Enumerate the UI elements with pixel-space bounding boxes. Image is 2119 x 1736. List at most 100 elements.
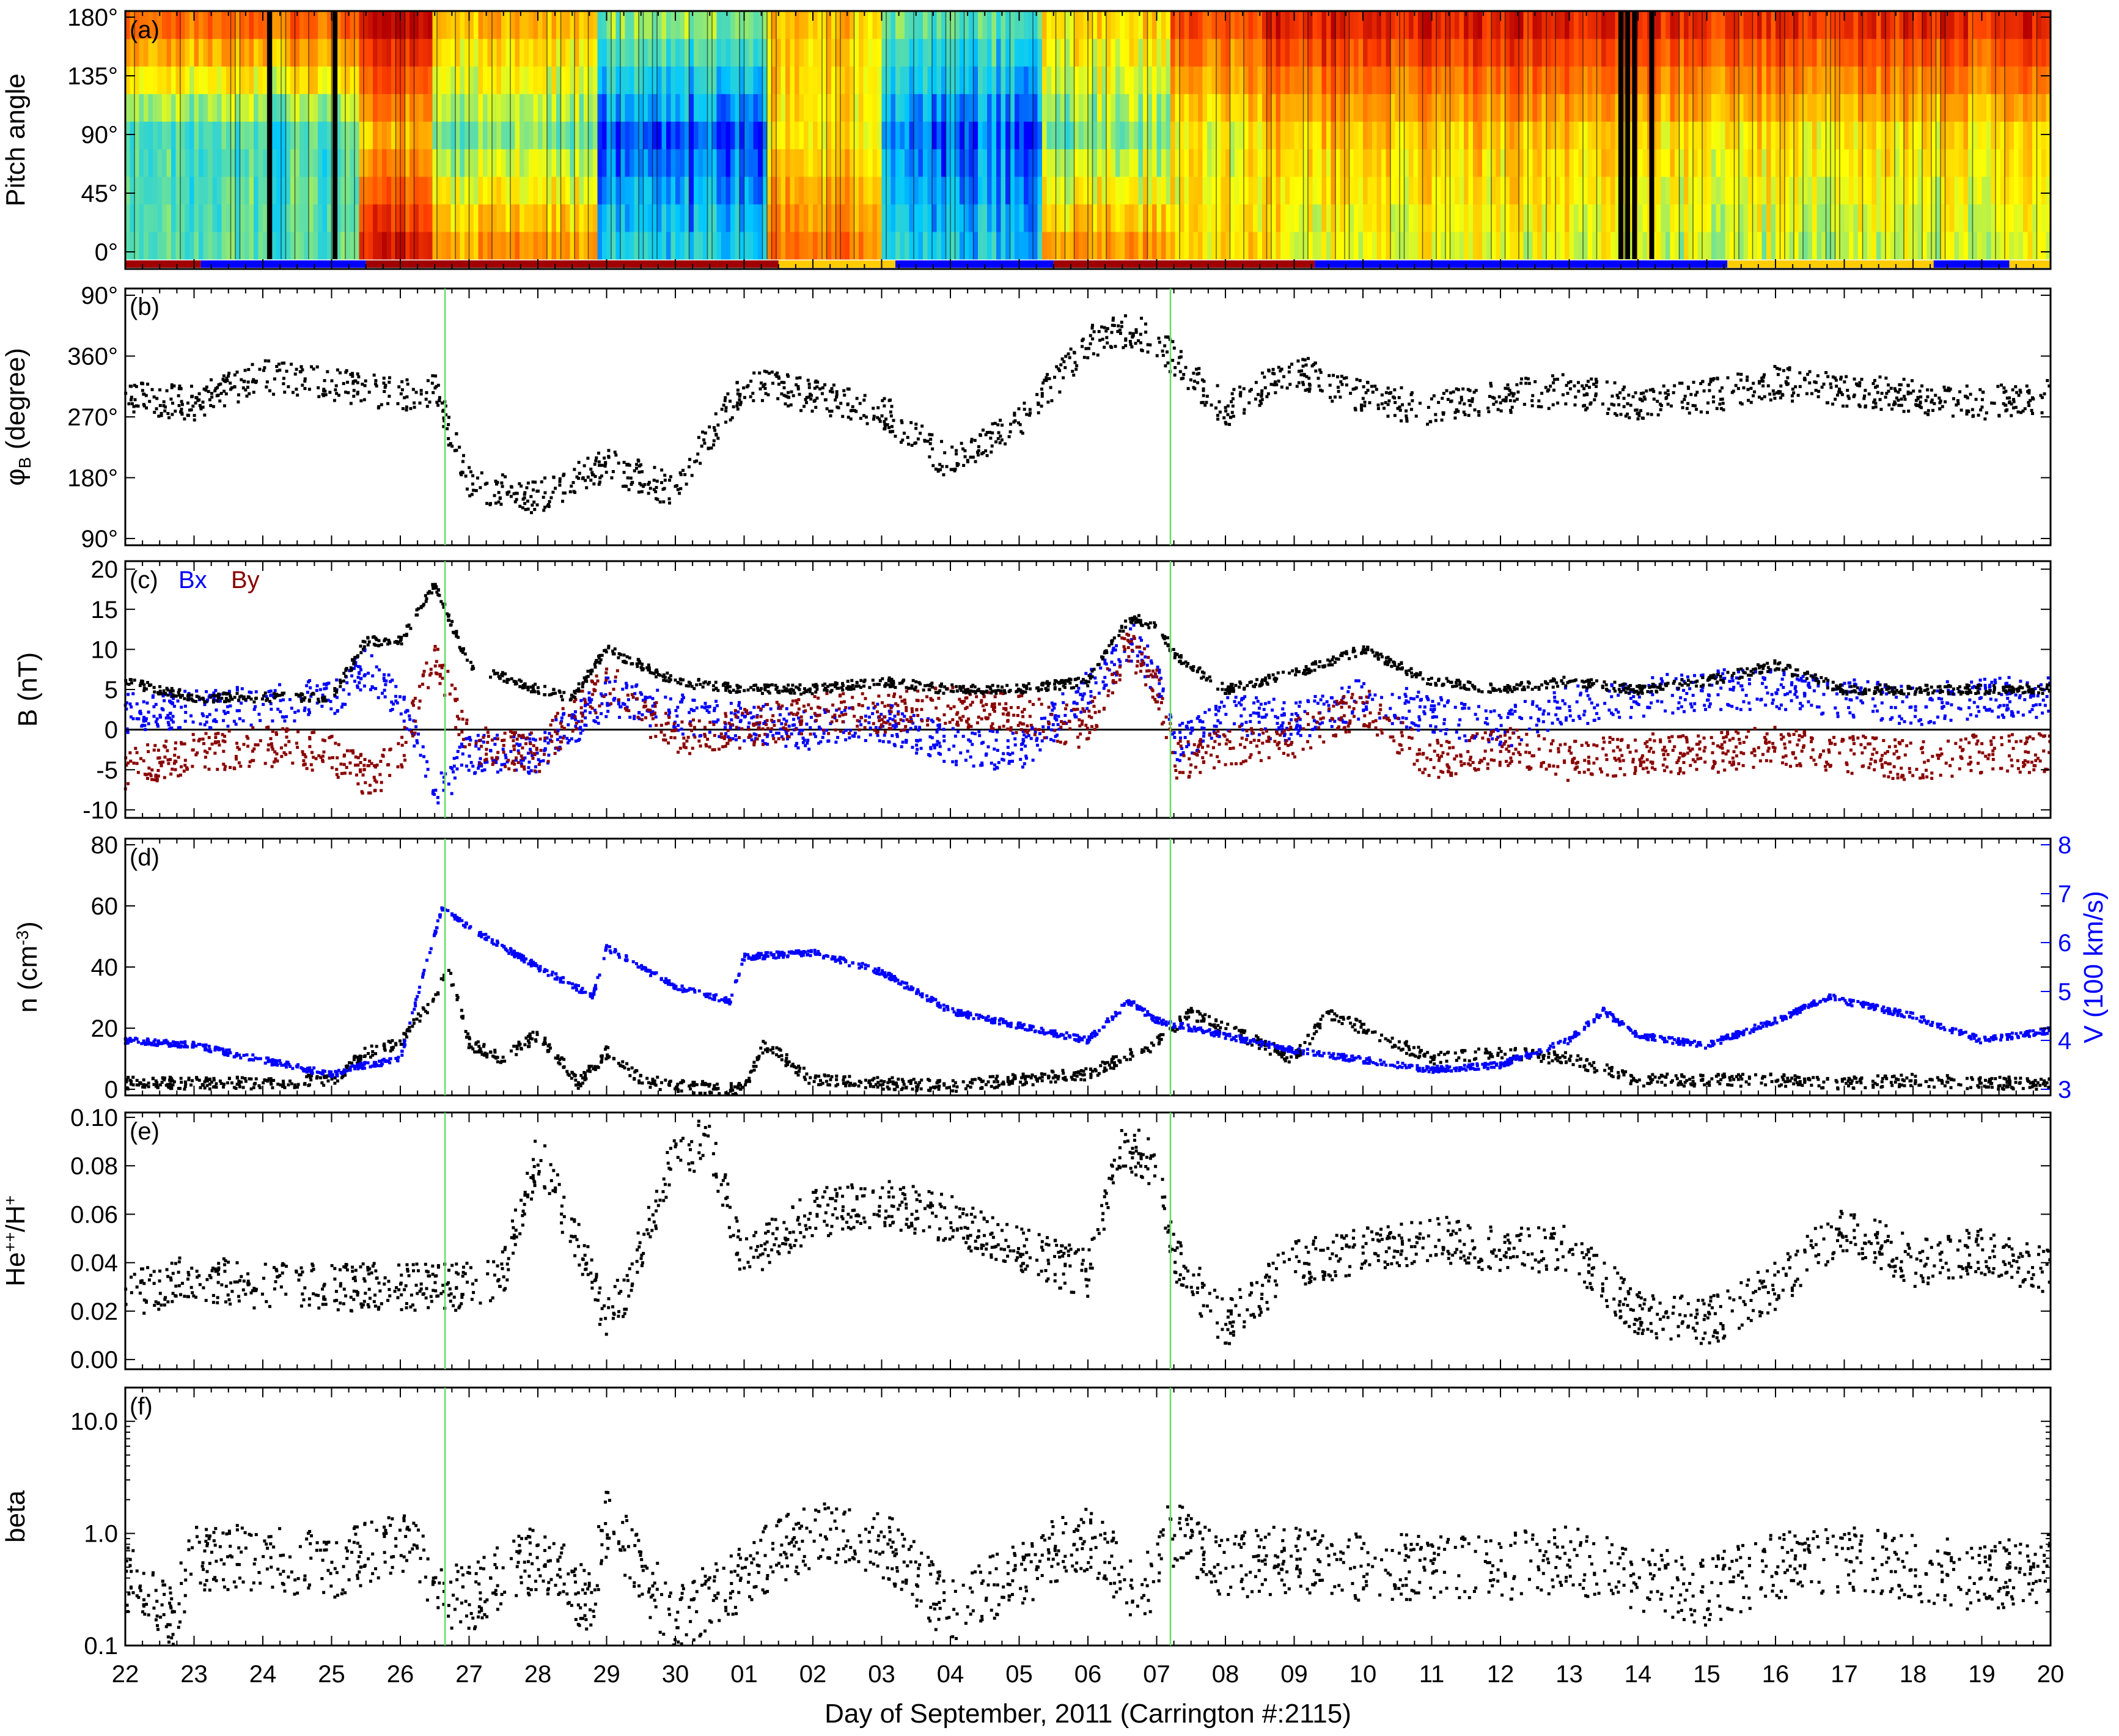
heatmap-cell [368,204,373,232]
heatmap-cell [1010,149,1015,177]
heatmap-cell [1161,204,1167,232]
heatmap-cell [1752,204,1758,232]
heatmap-cell [1537,149,1543,177]
heatmap-cell [1706,39,1712,67]
heatmap-cell [634,149,639,177]
heatmap-cell [1981,204,1987,232]
heatmap-cell [753,121,758,150]
heatmap-cell [1505,11,1510,39]
heatmap-cell [469,11,474,39]
heatmap-cell [1871,231,1877,260]
heatmap-cell [1129,66,1134,94]
heatmap-cell [395,94,401,122]
data-point [1301,358,1305,361]
heatmap-cell [1514,11,1519,39]
data-point [494,479,498,483]
heatmap-cell [446,149,452,177]
heatmap-cell [1019,39,1024,67]
heatmap-cell [377,231,383,260]
heatmap-cell [327,149,332,177]
heatmap-cell [1853,204,1859,232]
heatmap-cell [639,149,644,177]
data-point [758,371,762,375]
data-point [1452,390,1455,394]
heatmap-cell [382,231,387,260]
heatmap-cell [520,66,525,94]
heatmap-cell [1280,11,1286,39]
heatmap-cell [1743,121,1749,150]
heatmap-cell [1867,121,1873,150]
heatmap-cell [1849,94,1854,122]
heatmap-cell [322,66,328,94]
heatmap-cell [1005,94,1011,122]
heatmap-cell [1225,39,1231,67]
data-point [1144,330,1148,334]
heatmap-cell [808,204,813,232]
heatmap-cell [1464,204,1469,232]
heatmap-cell [1266,94,1272,122]
heatmap-cell [423,149,428,177]
data-point [1601,402,1604,406]
heatmap-cell [560,121,566,150]
heatmap-cell [437,231,443,260]
heatmap-cell [208,204,213,232]
heatmap-cell [1610,149,1616,177]
heatmap-cell [1211,66,1217,94]
heatmap-cell [666,121,672,150]
heatmap-cell [675,204,681,232]
heatmap-cell [263,176,268,205]
heatmap-cell [212,204,218,232]
heatmap-cell [1578,231,1584,260]
heatmap-cell [221,149,227,177]
heatmap-cell [1500,11,1506,39]
heatmap-cell [1931,66,1937,94]
heatmap-cell [1184,94,1189,122]
data-point [683,473,687,476]
heatmap-cell [1079,121,1084,150]
data-point [1712,400,1716,403]
heatmap-cell [230,231,236,260]
heatmap-cell [1546,231,1552,260]
heatmap-cell [579,11,584,39]
data-point [1595,380,1599,383]
heatmap-cell [1505,204,1510,232]
heatmap-cell [1766,176,1772,205]
heatmap-cell [203,94,208,122]
heatmap-cell [795,94,800,122]
heatmap-cell [542,231,548,260]
heatmap-cell [162,39,167,67]
heatmap-cell [584,176,589,205]
data-point [430,381,434,385]
heatmap-cell [249,121,254,150]
heatmap-cell [533,66,538,94]
heatmap-cell [1079,149,1084,177]
heatmap-cell [670,149,676,177]
heatmap-cell [1046,11,1052,39]
heatmap-cell [1230,39,1235,67]
data-point [444,413,448,417]
heatmap-cell [2009,121,2014,150]
heatmap-cell [441,204,447,232]
data-point [807,386,811,389]
heatmap-cell [1583,176,1588,205]
data-point [201,405,205,409]
heatmap-cell [1716,149,1721,177]
heatmap-cell [721,204,727,232]
heatmap-cell [1486,231,1492,260]
heatmap-cell [551,39,557,67]
heatmap-cell [551,11,557,39]
data-point [1103,345,1106,349]
heatmap-cell [551,121,557,150]
data-point [738,392,742,396]
data-point [749,380,753,383]
heatmap-cell [868,176,873,205]
heatmap-cell [1496,11,1501,39]
heatmap-cell [1175,94,1180,122]
heatmap-cell [1679,121,1684,150]
heatmap-cell [1156,231,1162,260]
data-point [1566,381,1570,384]
heatmap-cell [1001,66,1006,94]
heatmap-cell [1464,121,1469,150]
heatmap-cell [244,231,250,260]
heatmap-cell [1070,204,1075,232]
